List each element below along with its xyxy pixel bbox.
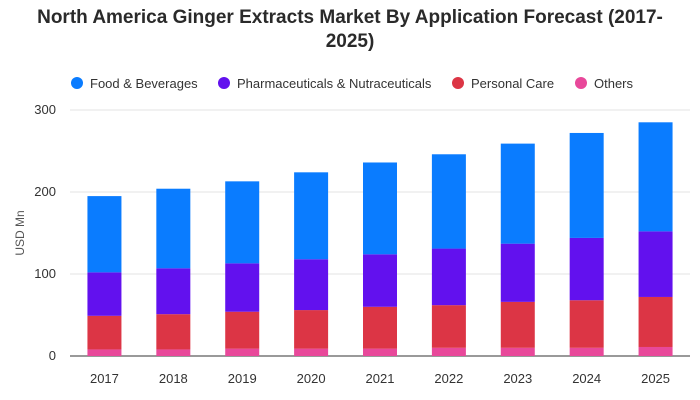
bar-segment xyxy=(225,181,260,264)
bar-segment xyxy=(294,172,329,260)
x-axis-ticks: 2017 2018 2019 2020 2021 2022 2023 2024 2025 xyxy=(90,371,670,386)
bar-segment xyxy=(294,348,329,356)
bar-segment xyxy=(156,314,191,350)
legend-marker xyxy=(575,77,587,89)
x-tick-label: 2022 xyxy=(434,371,463,386)
bar-segment xyxy=(294,310,329,349)
chart-title-line-2: 2025) xyxy=(325,31,375,52)
bar-segment xyxy=(225,348,260,356)
bar-segment xyxy=(569,300,604,348)
legend-entry: Others xyxy=(594,76,634,91)
chart-legend: Food & Beverages Pharmaceuticals & Nutrac… xyxy=(71,76,634,91)
x-tick-label: 2021 xyxy=(366,371,395,386)
x-tick-label: 2024 xyxy=(572,371,601,386)
legend-entry: Personal Care xyxy=(471,76,554,91)
chart-title: North America Ginger Extracts Market By … xyxy=(0,6,700,54)
chart-title-line-1: North America Ginger Extracts Market By … xyxy=(37,7,663,28)
x-tick-label: 2023 xyxy=(503,371,532,386)
bar-segment xyxy=(87,196,122,273)
bar-segment xyxy=(156,268,191,315)
bar-segment xyxy=(500,243,535,302)
bar-segment xyxy=(500,301,535,348)
bar-segment xyxy=(156,188,191,269)
y-axis-title: USD Mn xyxy=(13,210,27,255)
x-tick-label: 2020 xyxy=(297,371,326,386)
bar-segment xyxy=(225,263,260,312)
x-tick-label: 2017 xyxy=(90,371,119,386)
legend-marker xyxy=(452,77,464,89)
bar-segment xyxy=(363,254,397,307)
y-tick-label: 300 xyxy=(34,102,56,117)
bar-segment xyxy=(500,143,535,244)
bar-segment xyxy=(431,305,466,348)
bar-segment xyxy=(87,349,122,356)
x-tick-label: 2018 xyxy=(159,371,188,386)
bar-segment xyxy=(638,231,673,297)
bar-segment xyxy=(569,237,604,301)
y-tick-label: 0 xyxy=(49,348,56,363)
x-tick-label: 2025 xyxy=(641,371,670,386)
chart-bars xyxy=(87,122,673,356)
bar-segment xyxy=(638,296,673,347)
bar-segment xyxy=(87,315,122,350)
bar-segment xyxy=(638,346,673,356)
y-tick-label: 200 xyxy=(34,184,56,199)
bar-segment xyxy=(431,248,466,306)
legend-marker xyxy=(218,77,230,89)
bar-segment xyxy=(225,311,260,349)
bar-segment xyxy=(569,132,604,238)
x-tick-label: 2019 xyxy=(228,371,257,386)
legend-entry: Pharmaceuticals & Nutraceuticals xyxy=(237,76,432,91)
bar-segment xyxy=(569,347,604,356)
bar-segment xyxy=(156,349,191,356)
bar-segment xyxy=(431,347,466,356)
bar-segment xyxy=(363,162,397,255)
bar-segment xyxy=(500,347,535,356)
bar-segment xyxy=(431,154,466,249)
legend-marker xyxy=(71,77,83,89)
y-tick-label: 100 xyxy=(34,266,56,281)
bar-segment xyxy=(363,348,397,356)
bar-segment xyxy=(87,272,122,316)
bar-segment xyxy=(294,259,329,311)
bar-segment xyxy=(363,306,397,349)
legend-entry: Food & Beverages xyxy=(90,76,198,91)
bar-segment xyxy=(638,122,673,232)
y-axis-ticks: 0 100 200 300 xyxy=(34,102,56,363)
